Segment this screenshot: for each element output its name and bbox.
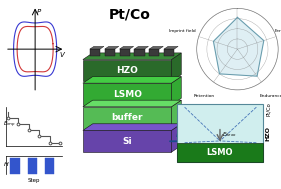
Text: LSMO: LSMO — [113, 90, 142, 98]
Text: H: H — [176, 132, 181, 139]
Text: $E_{flexo}$: $E_{flexo}$ — [222, 130, 237, 139]
Polygon shape — [214, 17, 264, 76]
Text: H: H — [3, 162, 8, 167]
Text: Pt/Co: Pt/Co — [266, 102, 271, 116]
Text: P: P — [37, 9, 41, 15]
Bar — [83, 83, 171, 105]
Polygon shape — [171, 100, 181, 129]
Text: $E_{imp}$: $E_{imp}$ — [3, 120, 16, 130]
Text: Si: Si — [122, 137, 132, 146]
Text: HZO: HZO — [266, 126, 271, 141]
Bar — [83, 107, 171, 129]
Bar — [120, 49, 130, 56]
Bar — [10, 158, 19, 174]
Bar — [105, 49, 115, 56]
Text: V: V — [60, 52, 64, 58]
Bar — [177, 105, 262, 162]
Bar — [28, 158, 37, 174]
Polygon shape — [171, 53, 181, 81]
Polygon shape — [83, 100, 181, 107]
Polygon shape — [134, 46, 148, 49]
Text: HZO: HZO — [116, 66, 138, 75]
Text: buffer: buffer — [111, 113, 143, 122]
Polygon shape — [171, 77, 181, 105]
Bar — [177, 143, 262, 162]
Bar — [134, 49, 144, 56]
Bar — [164, 49, 174, 56]
Polygon shape — [105, 46, 119, 49]
Polygon shape — [83, 53, 181, 60]
Polygon shape — [171, 124, 181, 152]
Text: LSMO: LSMO — [207, 148, 233, 157]
Polygon shape — [90, 46, 104, 49]
Polygon shape — [164, 46, 178, 49]
Polygon shape — [149, 46, 163, 49]
Text: Step: Step — [28, 177, 40, 183]
Text: Pt/Co: Pt/Co — [108, 8, 150, 22]
Bar — [149, 49, 159, 56]
Polygon shape — [83, 77, 181, 83]
Polygon shape — [83, 124, 181, 130]
Polygon shape — [120, 46, 134, 49]
Bar — [83, 130, 171, 152]
Bar — [90, 49, 100, 56]
Bar — [83, 60, 171, 81]
Bar — [45, 158, 54, 174]
